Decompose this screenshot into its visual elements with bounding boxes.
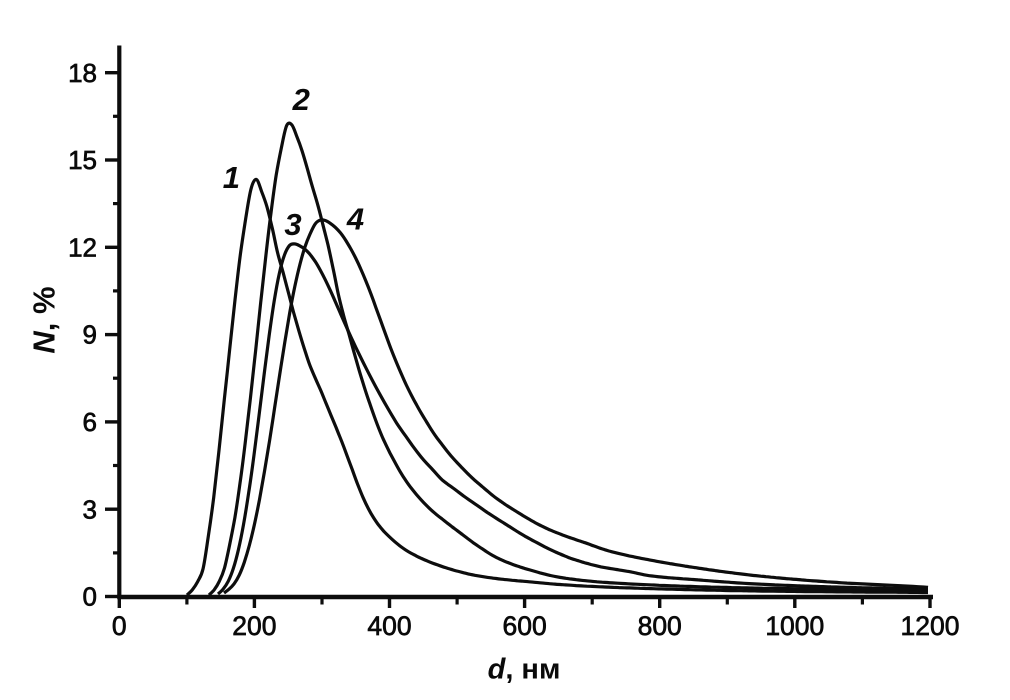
svg-text:12: 12 [68,232,97,262]
svg-text:4: 4 [346,202,364,237]
svg-text:18: 18 [68,58,97,88]
svg-text:200: 200 [232,611,276,641]
svg-text:3: 3 [83,494,97,524]
svg-text:3: 3 [284,207,301,242]
svg-text:1: 1 [223,160,240,195]
svg-text:15: 15 [68,145,97,175]
svg-text:1200: 1200 [901,611,960,641]
svg-text:800: 800 [638,611,682,641]
svg-text:d, нм: d, нм [488,654,561,686]
svg-text:6: 6 [83,407,97,437]
svg-text:0: 0 [112,611,127,641]
svg-text:2: 2 [292,82,310,117]
svg-text:600: 600 [502,611,546,641]
svg-text:1000: 1000 [765,611,824,641]
svg-text:0: 0 [83,582,97,612]
svg-text:400: 400 [367,611,411,641]
svg-text:N, %: N, % [27,286,62,353]
svg-text:9: 9 [83,320,97,350]
